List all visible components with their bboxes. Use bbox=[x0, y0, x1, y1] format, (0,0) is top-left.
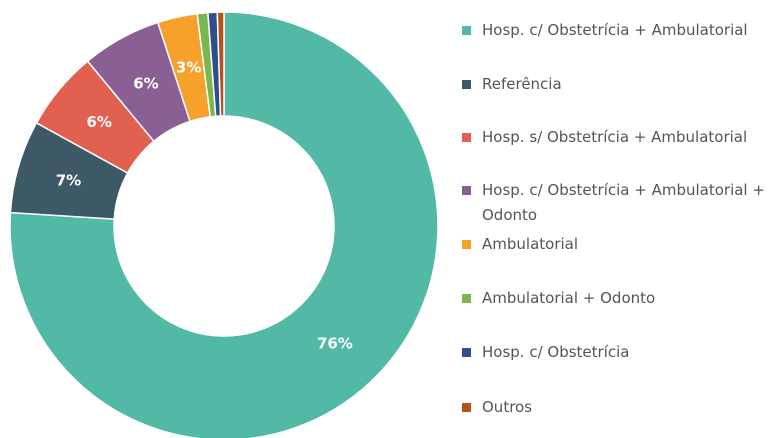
legend-label: Hosp. s/ Obstetrícia + Ambulatorial bbox=[482, 128, 748, 146]
legend-swatch bbox=[462, 240, 471, 249]
legend-label: Hosp. c/ Obstetrícia + Ambulatorial + Od… bbox=[482, 181, 765, 224]
legend-label: Outros bbox=[482, 398, 533, 416]
legend-item: Hosp. s/ Obstetrícia + Ambulatorial bbox=[462, 125, 780, 150]
legend-item: Ambulatorial + Odonto bbox=[462, 286, 780, 311]
data-label: 3% bbox=[176, 58, 201, 76]
legend-label: Hosp. c/ Obstetrícia + Ambulatorial bbox=[482, 21, 748, 39]
data-label: 76% bbox=[317, 335, 353, 353]
legend-swatch bbox=[462, 294, 471, 303]
legend-item: Referência bbox=[462, 72, 780, 97]
data-label: 7% bbox=[56, 171, 81, 189]
legend-swatch bbox=[462, 348, 471, 357]
donut-slice bbox=[216, 11, 225, 117]
legend-label: Ambulatorial + Odonto bbox=[482, 289, 656, 307]
legend-swatch bbox=[462, 403, 471, 412]
data-label: 6% bbox=[86, 113, 111, 131]
legend-item: Hosp. c/ Obstetrícia bbox=[462, 340, 780, 365]
legend-item: Hosp. c/ Obstetrícia + Ambulatorial + Od… bbox=[462, 178, 780, 228]
legend-item: Outros bbox=[462, 395, 780, 420]
data-label: 6% bbox=[133, 75, 158, 93]
legend-item: Ambulatorial bbox=[462, 232, 780, 257]
legend-item: Hosp. c/ Obstetrícia + Ambulatorial bbox=[462, 18, 780, 43]
legend-label: Ambulatorial bbox=[482, 235, 579, 253]
legend-swatch bbox=[462, 133, 471, 142]
legend-swatch bbox=[462, 186, 471, 195]
legend-swatch bbox=[462, 26, 471, 35]
donut-slice bbox=[9, 11, 439, 438]
legend-swatch bbox=[462, 80, 471, 89]
legend-label: Referência bbox=[482, 75, 562, 93]
legend-label: Hosp. c/ Obstetrícia bbox=[482, 343, 630, 361]
